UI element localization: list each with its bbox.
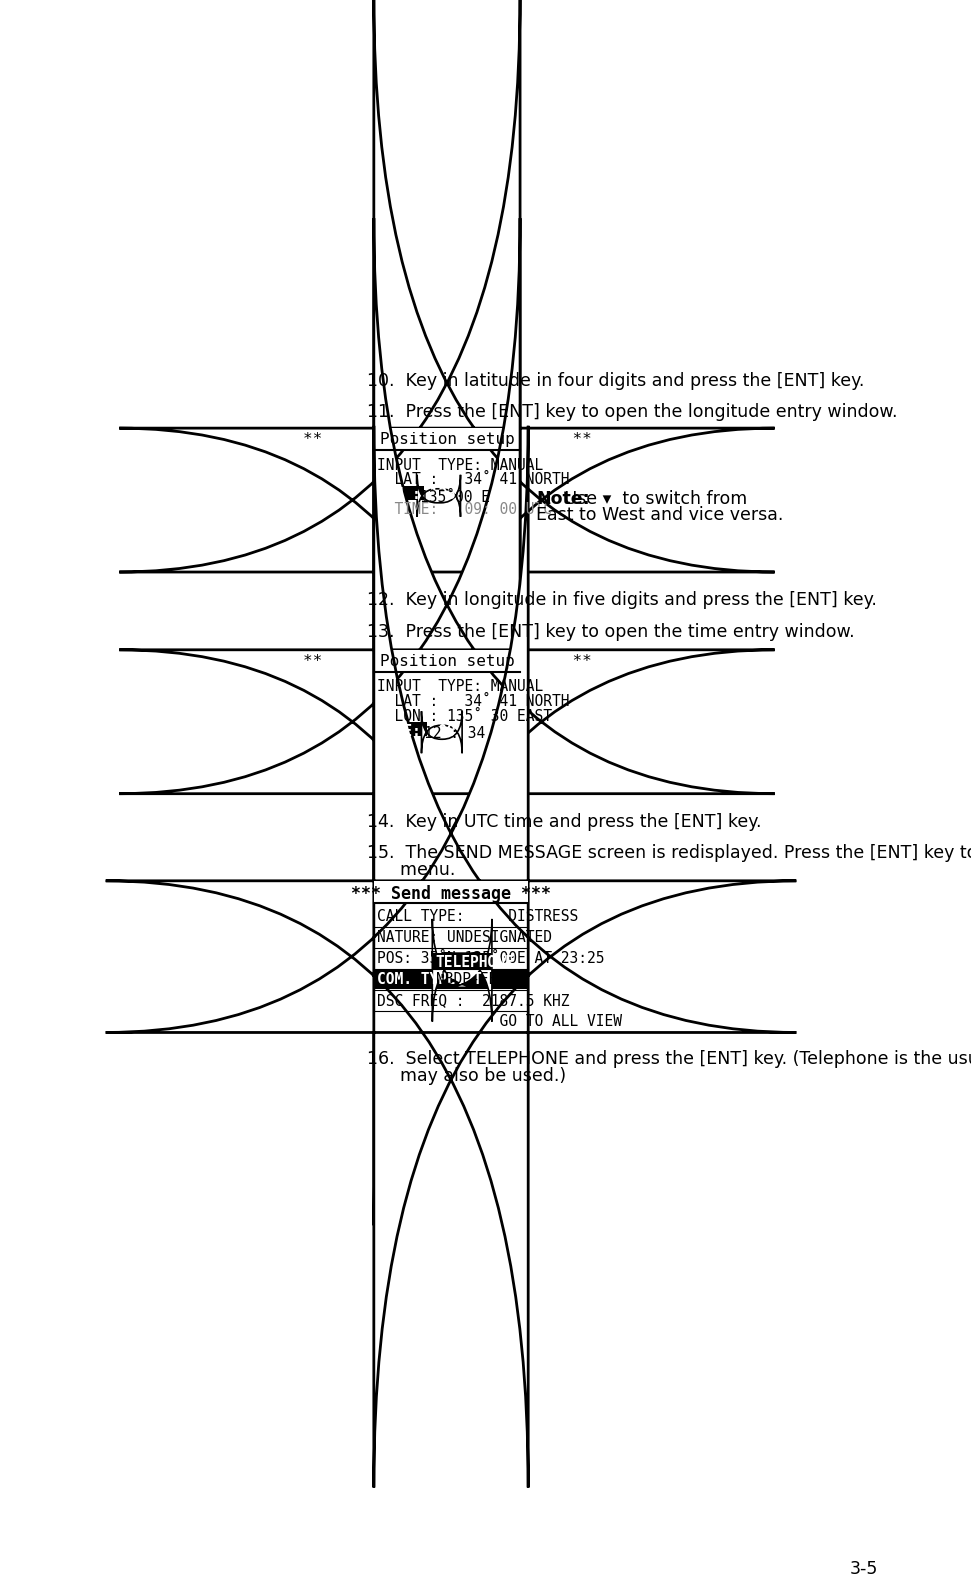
Text: 10.  Key in latitude in four digits and press the [ENT] key.: 10. Key in latitude in four digits and p… [367, 372, 865, 390]
FancyBboxPatch shape [119, 218, 775, 1226]
Text: 11.  Press the [ENT] key to open the longitude entry window.: 11. Press the [ENT] key to open the long… [367, 404, 898, 421]
Text: GO TO ALL VIEW: GO TO ALL VIEW [377, 1013, 622, 1029]
Text: NBDP-FEC: NBDP-FEC [436, 972, 506, 986]
Bar [375, 486, 423, 500]
Text: Use ▾  to switch from: Use ▾ to switch from [559, 491, 748, 508]
Text: 14.  Key in UTC time and press the [ENT] key.: 14. Key in UTC time and press the [ENT] … [367, 813, 762, 832]
Text: INPUT  TYPE: MANUAL: INPUT TYPE: MANUAL [377, 680, 544, 694]
Text: LAT :   34˚ 41 NORTH: LAT : 34˚ 41 NORTH [377, 472, 570, 488]
Text: TIME:   09: 00 UTC: TIME: 09: 00 UTC [377, 502, 552, 518]
Text: COM. TYPE: T: COM. TYPE: T [377, 972, 482, 986]
Bar [375, 969, 527, 989]
Text: Note:: Note: [536, 491, 590, 508]
Text: **      Position setup      **: ** Position setup ** [303, 432, 591, 447]
Text: INPUT  TYPE: MANUAL: INPUT TYPE: MANUAL [377, 458, 544, 473]
Text: 13.  Press the [ENT] key to open the time entry window.: 13. Press the [ENT] key to open the time… [367, 623, 854, 641]
Text: LON : 135: LON : 135 [377, 488, 455, 502]
Bar [375, 723, 427, 735]
Text: 135˚00 E: 135˚00 E [419, 489, 489, 505]
Bar [374, 428, 520, 450]
FancyBboxPatch shape [432, 918, 492, 1021]
Text: menu.: menu. [367, 862, 455, 879]
Text: 3-5: 3-5 [850, 1559, 878, 1578]
FancyBboxPatch shape [418, 475, 460, 518]
Text: DSC FREQ :  2187.5 KHZ: DSC FREQ : 2187.5 KHZ [377, 993, 570, 1008]
FancyBboxPatch shape [119, 0, 775, 1004]
Text: 16.  Select TELEPHONE and press the [ENT] key. (Telephone is the usual mode, how: 16. Select TELEPHONE and press the [ENT]… [367, 1051, 971, 1068]
Text: TELEPHONE: TELEPHONE [436, 955, 515, 970]
Text: 12 : 34: 12 : 34 [424, 726, 486, 742]
Bar [374, 881, 528, 903]
Text: East to West and vice versa.: East to West and vice versa. [536, 507, 784, 524]
Text: NATURE: UNDESIGNATED: NATURE: UNDESIGNATED [377, 929, 552, 945]
Text: 12.  Key in longitude in five digits and press the [ENT] key.: 12. Key in longitude in five digits and … [367, 592, 877, 609]
FancyBboxPatch shape [421, 712, 462, 753]
Text: LAT :   34˚ 41 NORTH: LAT : 34˚ 41 NORTH [377, 694, 570, 709]
Bar [433, 953, 491, 970]
Text: LON : 135˚ 30 EAST: LON : 135˚ 30 EAST [377, 709, 552, 724]
Text: may also be used.): may also be used.) [367, 1067, 566, 1086]
Text: POS: 35˚N 135˚00E AT 23:25: POS: 35˚N 135˚00E AT 23:25 [377, 952, 605, 966]
Text: TIME:  09: TIME: 09 [377, 724, 455, 739]
Bar [374, 650, 520, 672]
FancyBboxPatch shape [106, 426, 796, 1488]
Text: **      Position setup      **: ** Position setup ** [303, 653, 591, 669]
Text: *** Send message ***: *** Send message *** [351, 885, 551, 903]
Text: 15.  The SEND MESSAGE screen is redisplayed. Press the [ENT] key to open the COM: 15. The SEND MESSAGE screen is redisplay… [367, 844, 971, 862]
Text: CALL TYPE:     DISTRESS: CALL TYPE: DISTRESS [377, 909, 579, 923]
